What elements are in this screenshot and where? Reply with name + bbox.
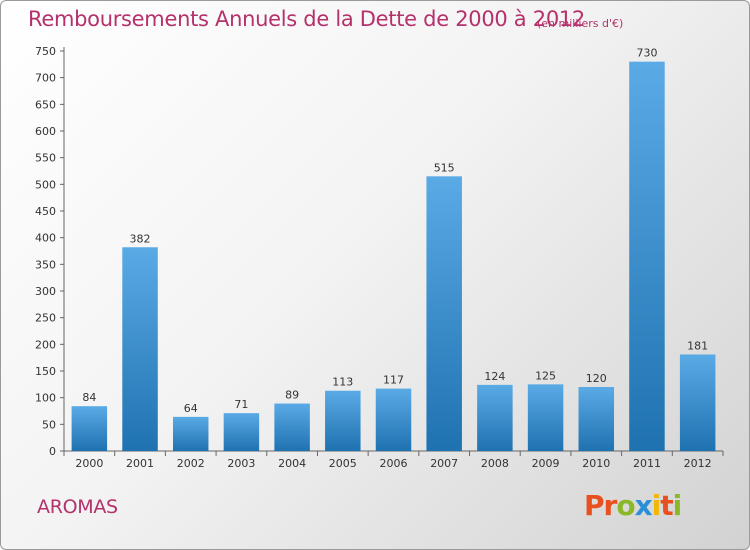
y-tick-label: 650 (35, 98, 56, 111)
x-tick-label: 2007 (430, 457, 458, 470)
x-tick-label: 2008 (481, 457, 509, 470)
chart-subtitle: (en milliers d'€) (537, 17, 624, 30)
logo-letter: P (584, 489, 605, 522)
data-label: 120 (586, 372, 607, 385)
bar (172, 416, 209, 451)
data-label: 124 (484, 370, 505, 383)
y-tick-label: 50 (42, 418, 56, 431)
bar (223, 413, 260, 451)
data-label: 730 (636, 47, 657, 60)
logo-letter: r (603, 489, 618, 522)
data-label: 84 (82, 391, 96, 404)
x-tick-label: 2005 (329, 457, 357, 470)
bar (527, 384, 564, 451)
logo-letter: i (672, 489, 683, 522)
chart-title: Remboursements Annuels de la Dette de 20… (28, 7, 585, 31)
y-tick-label: 700 (35, 72, 56, 85)
x-tick-label: 2002 (177, 457, 205, 470)
y-tick-label: 550 (35, 152, 56, 165)
y-axis: 0 50 100 150 200 250 300 350 400 450 500 550 600 650 7… (35, 45, 65, 458)
y-tick-label: 400 (35, 232, 56, 245)
x-tick-label: 2004 (278, 457, 306, 470)
y-tick-label: 600 (35, 125, 56, 138)
y-tick-label: 300 (35, 285, 56, 298)
bar (71, 406, 108, 451)
commune-name: AROMAS (37, 496, 118, 518)
logo-letter: o (616, 489, 635, 522)
x-tick-label: 2012 (684, 457, 712, 470)
x-axis: 2000 2001 2002 2003 2004 2005 2006 2007 2008 2009… (63, 450, 724, 470)
bar (426, 176, 462, 452)
bar (679, 354, 716, 451)
y-tick-label: 350 (35, 258, 56, 271)
y-tick-label: 0 (49, 445, 56, 458)
data-label: 89 (285, 389, 299, 402)
x-tick-label: 2010 (582, 457, 610, 470)
bar (477, 384, 513, 451)
bar (629, 61, 665, 452)
data-label: 117 (383, 374, 404, 387)
x-tick-label: 2003 (227, 457, 255, 470)
bar (274, 403, 310, 451)
y-tick-label: 750 (35, 45, 56, 58)
logo-letter: i (651, 489, 662, 522)
data-labels: 84 382 64 71 89 113 117 515 124 125 120 730 181 (82, 47, 708, 415)
bar (375, 388, 412, 451)
data-label: 71 (234, 398, 248, 411)
data-label: 382 (130, 232, 151, 245)
x-tick-label: 2009 (532, 457, 560, 470)
x-tick-label: 2000 (75, 457, 103, 470)
x-tick-label: 2006 (380, 457, 408, 470)
data-label: 113 (332, 376, 353, 389)
x-tick-label: 2001 (126, 457, 154, 470)
y-tick-label: 450 (35, 205, 56, 218)
y-tick-label: 200 (35, 338, 56, 351)
bar (122, 247, 158, 451)
logo-letter: x (634, 489, 653, 522)
data-label: 125 (535, 369, 556, 382)
bars (71, 61, 716, 452)
data-label: 64 (184, 402, 198, 415)
y-tick-label: 250 (35, 312, 56, 325)
y-tick-label: 100 (35, 392, 56, 405)
bar (325, 390, 361, 451)
data-label: 515 (434, 161, 455, 174)
bar (578, 387, 615, 451)
data-label: 181 (687, 339, 708, 352)
x-tick-label: 2011 (633, 457, 661, 470)
logo-letter: t (660, 489, 673, 522)
y-tick-label: 150 (35, 365, 56, 378)
proxiti-logo[interactable]: Proxiti (584, 489, 683, 522)
y-tick-label: 500 (35, 178, 56, 191)
